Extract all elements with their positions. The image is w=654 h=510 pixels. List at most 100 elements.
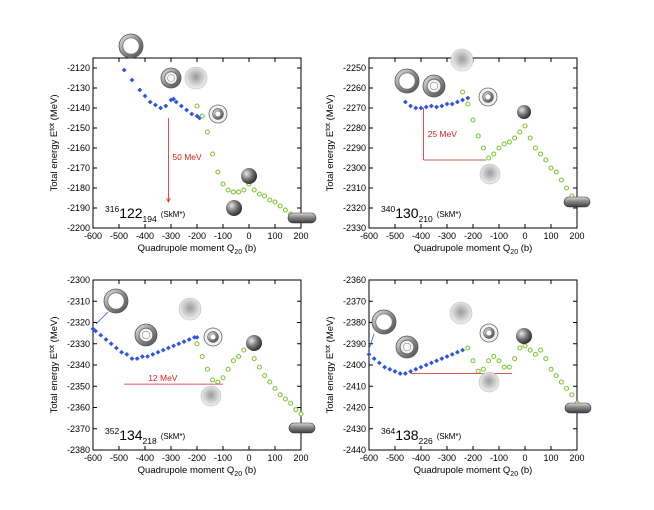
y-tick-label: -2180 [67,183,90,193]
x-tick-label: -100 [490,453,508,463]
data-point-green [470,358,476,364]
data-point-green [215,379,221,385]
data-point-green [194,341,200,347]
x-tick-label: -100 [214,231,232,241]
x-tick-label: -600 [360,231,378,241]
data-point-green [204,366,210,372]
data-point-green [480,145,486,151]
data-point-blue [140,354,145,359]
shape-ball-4 [246,335,262,351]
data-point-blue [382,364,387,370]
shape-cyl-6 [563,196,591,208]
data-point-green [465,101,471,107]
data-point-blue [147,99,153,105]
y-tick-label: -2290 [343,143,366,153]
series-blue [403,95,471,111]
annotation-label: 12 MeV [148,373,178,383]
y-tick-label: -2120 [67,63,90,73]
x-tick-label: -200 [188,231,206,241]
shape-ring2-1-hole [429,81,439,91]
x-tick-label: 200 [569,453,584,463]
shape-ring-0-hole [398,72,416,90]
data-point-green [262,373,268,379]
data-point-blue [189,111,195,117]
data-point-blue [439,103,445,109]
data-point-green [230,189,236,195]
y-tick-label: -2320 [67,318,90,328]
data-point-blue [98,332,104,338]
x-tick-label: -500 [110,453,128,463]
data-point-green [267,197,273,203]
shape-ring-0-hole [122,37,140,55]
data-point-green [527,347,533,353]
x-tick-label: 0 [522,453,527,463]
data-point-blue [449,351,455,357]
shape-ring3-3-hole [210,334,216,340]
energy-annotation: 50 MeV [166,118,202,203]
data-point-blue [155,349,161,355]
data-point-green [496,145,502,151]
data-point-green [210,151,216,157]
data-point-green [272,385,278,391]
data-point-green [470,117,476,123]
x-tick-label: -300 [438,231,456,241]
data-point-green [277,392,283,398]
pointer-arrows [95,311,375,350]
y-tick-label: -2330 [343,223,366,233]
x-tick-label: 200 [293,231,308,241]
x-tick-label: 200 [293,453,308,463]
data-point-blue [366,351,372,357]
y-tick-label: -2410 [343,381,366,391]
data-point-blue [90,326,96,332]
y-tick-label: -2300 [343,163,366,173]
y-tick-label: -2360 [67,403,90,413]
data-point-blue [408,368,413,374]
data-point-blue [392,368,398,374]
series-green [460,89,580,205]
shape-fuzzy-2 [184,66,208,90]
y-tick-label: -2260 [343,83,366,93]
energy-annotation: 12 MeV [124,373,223,385]
data-point-green [194,103,200,109]
data-point-blue [423,362,429,368]
data-point-blue [403,371,408,376]
y-tick-label: -2320 [343,203,366,213]
y-tick-label: -2370 [343,296,366,306]
data-point-green [262,193,268,199]
shape-illustrations [394,48,591,208]
nucleus-label: 316122194 (SkM*) [105,204,186,224]
data-point-green [506,364,512,370]
y-tick-label: -2380 [67,445,90,455]
shape-ring2-1-hole [402,342,412,352]
data-point-blue [387,366,393,372]
data-point-blue [173,99,179,105]
y-tick-label: -2380 [343,318,366,328]
data-point-green [548,366,554,372]
data-point-green [282,396,288,402]
shape-ball-5 [226,200,242,216]
data-point-blue [171,96,176,102]
x-tick-label: 200 [569,231,584,241]
data-point-green [553,373,559,379]
chart-panel-2: -600 -500 -400 -300 -200 -100 0 100 200 -2330 -232… [325,48,591,256]
data-point-green [298,411,304,417]
x-tick-label: -200 [188,453,206,463]
shape-fuzzy-2 [449,301,473,325]
y-tick-label: -2310 [67,296,90,306]
x-tick-label: -300 [438,453,456,463]
y-tick-label: -2170 [67,163,90,173]
shape-cyl-6 [288,422,316,434]
data-point-blue [153,102,158,108]
x-axis-label: Quadrupole moment Q20 (b) [138,243,257,256]
pointer-arrow [95,311,109,325]
data-point-blue [444,354,450,359]
data-point-green [564,185,570,191]
data-point-blue [423,104,429,110]
y-tick-label: -2440 [343,445,366,455]
data-point-blue [160,347,166,353]
shape-ring-0-hole [107,292,125,310]
data-point-blue [119,349,124,355]
data-point-green [236,353,242,360]
x-tick-label: -100 [490,231,508,241]
x-tick-label: -400 [412,453,430,463]
